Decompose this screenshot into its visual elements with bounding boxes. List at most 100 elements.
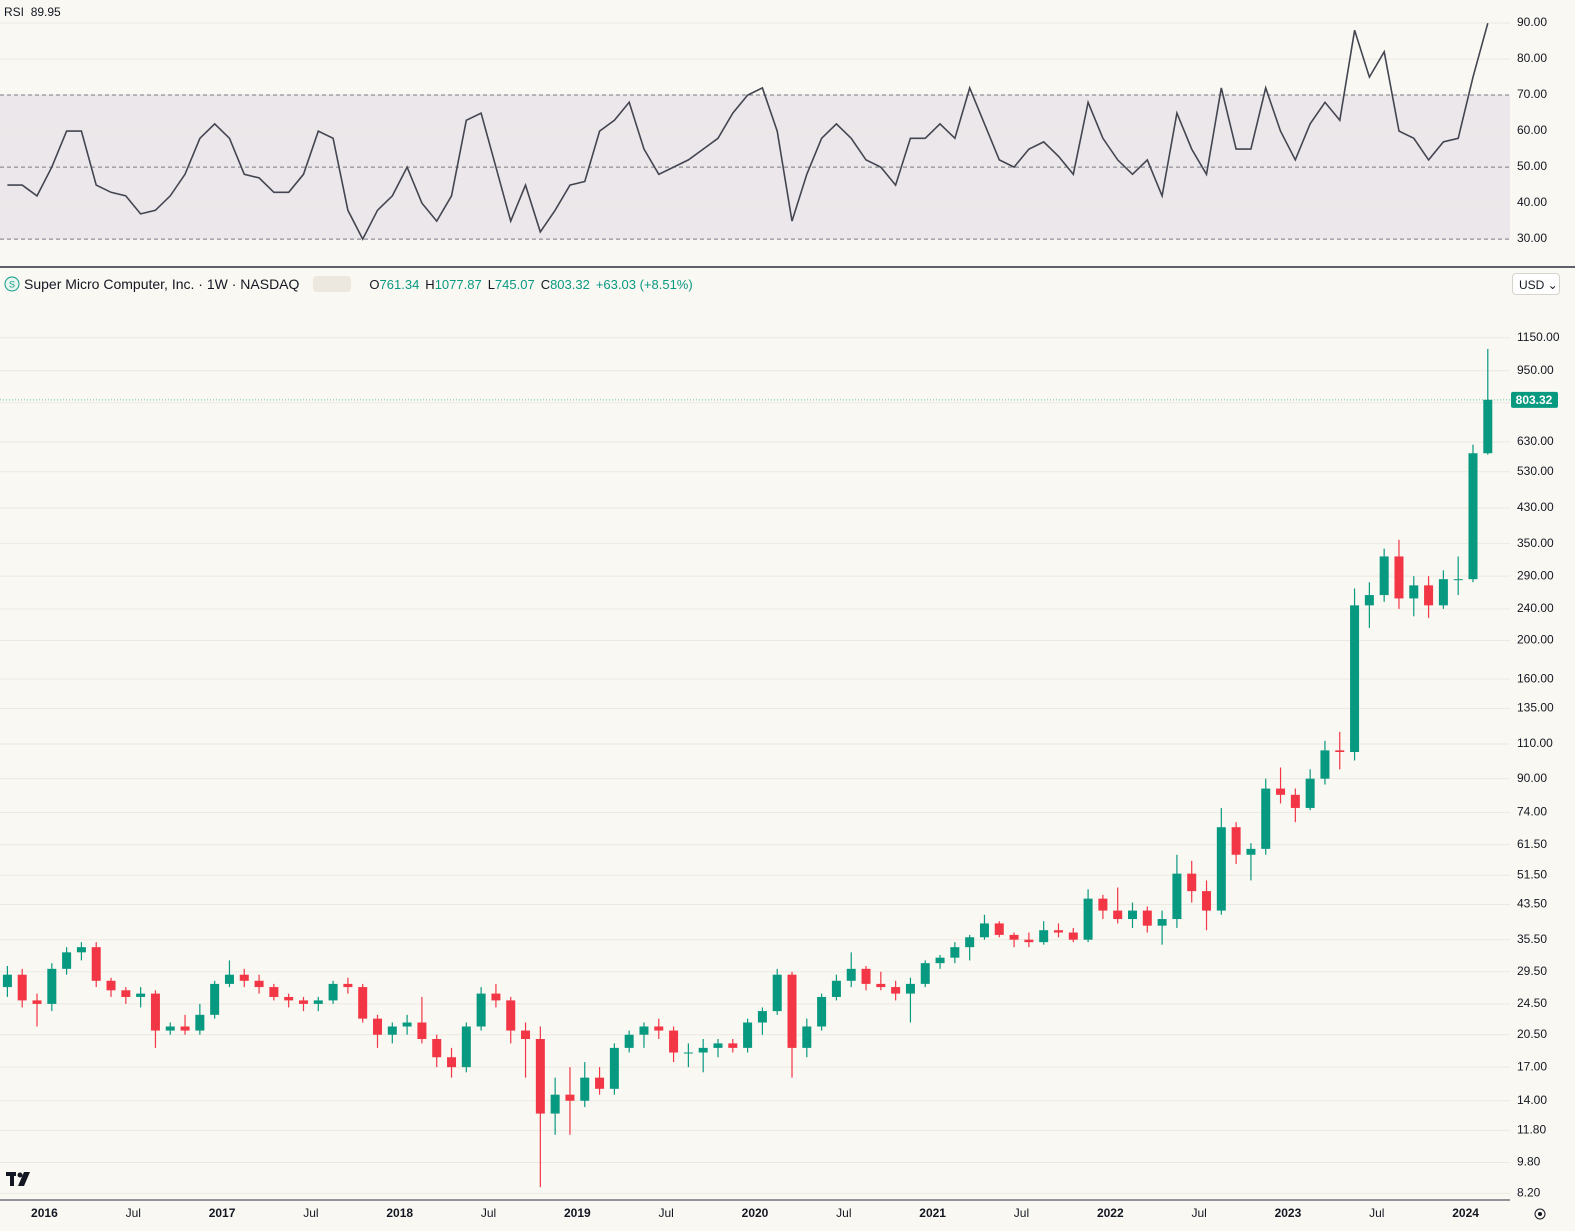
candle-body xyxy=(1409,585,1419,599)
y-tick-label: 35.50 xyxy=(1517,932,1547,946)
candle-body xyxy=(624,1034,634,1048)
candle-body xyxy=(1364,595,1374,606)
y-tick-label: 200.00 xyxy=(1517,633,1554,647)
candle-body xyxy=(491,993,501,1001)
candle-body xyxy=(2,974,12,988)
candle-body xyxy=(284,996,294,1001)
candle-body xyxy=(417,1022,427,1040)
y-tick-label: 90.00 xyxy=(1517,15,1547,29)
x-tick-label: 2023 xyxy=(1275,1206,1302,1220)
candle-body xyxy=(728,1043,738,1048)
settings-icon[interactable] xyxy=(1534,1208,1546,1220)
candle-body xyxy=(165,1026,175,1031)
close-value: 803.32 xyxy=(550,276,590,292)
candle-body xyxy=(1290,794,1300,808)
y-tick-label: 60.00 xyxy=(1517,123,1547,137)
y-tick-label: 29.50 xyxy=(1517,964,1547,978)
x-tick-label: Jul xyxy=(1369,1206,1384,1220)
x-tick-label: Jul xyxy=(1014,1206,1029,1220)
change: +63.03 (+8.51%) xyxy=(595,276,693,292)
y-tick-label: 30.00 xyxy=(1517,231,1547,245)
candle-body xyxy=(1453,579,1463,581)
candle-body xyxy=(1187,873,1197,892)
candle-body xyxy=(343,983,353,988)
candle-body xyxy=(521,1030,531,1040)
y-tick-label: 240.00 xyxy=(1517,601,1554,615)
rsi-title: RSI xyxy=(4,5,25,19)
candle-body xyxy=(298,1000,308,1004)
y-tick-label: 1150.00 xyxy=(1517,330,1560,344)
candle-body xyxy=(180,1026,190,1031)
x-tick-label: 2016 xyxy=(31,1206,58,1220)
x-tick-label: Jul xyxy=(481,1206,496,1220)
high-key: H xyxy=(425,276,435,292)
candle-body xyxy=(550,1094,560,1114)
candle-body xyxy=(846,968,856,981)
y-tick-label: 61.50 xyxy=(1517,837,1547,851)
x-tick-label: 2017 xyxy=(209,1206,236,1220)
candle-body xyxy=(772,974,782,1012)
candle-body xyxy=(787,974,797,1048)
candle-body xyxy=(654,1026,664,1031)
candle-body xyxy=(1128,910,1137,920)
symbol-legend: S Super Micro Computer, Inc. · 1W · NASD… xyxy=(4,274,693,294)
candle-body xyxy=(639,1026,649,1035)
candle-body xyxy=(461,1026,471,1068)
y-tick-label: 350.00 xyxy=(1517,536,1554,550)
y-tick-label: 90.00 xyxy=(1517,771,1547,785)
candle-body xyxy=(373,1018,382,1035)
y-tick-label: 50.00 xyxy=(1517,159,1547,173)
candle-body xyxy=(91,947,101,981)
x-tick-label: Jul xyxy=(836,1206,851,1220)
candle-body xyxy=(1202,891,1212,911)
y-tick-label: 40.00 xyxy=(1517,195,1547,209)
candle-body xyxy=(669,1030,679,1053)
y-tick-label: 74.00 xyxy=(1517,805,1547,819)
candle-body xyxy=(876,983,886,988)
legend-pill[interactable] xyxy=(313,276,352,292)
candle-body xyxy=(802,1026,812,1048)
candle-body xyxy=(1483,399,1493,454)
candle-body xyxy=(1394,556,1404,599)
candle-body xyxy=(1231,827,1241,855)
y-tick-label: 290.00 xyxy=(1517,568,1554,582)
candle-body xyxy=(1350,605,1360,752)
svg-text:S: S xyxy=(9,279,15,289)
currency-select[interactable]: USD ⌄ xyxy=(1512,273,1560,295)
candle-body xyxy=(1261,788,1271,849)
y-tick-label: 17.00 xyxy=(1517,1059,1547,1073)
rsi-last: 89.95 xyxy=(30,5,61,19)
candle-body xyxy=(743,1022,753,1048)
candle-body xyxy=(476,993,486,1027)
rsi-legend: RSI 89.95 xyxy=(4,5,61,19)
candle-body xyxy=(1172,873,1182,920)
candle-body xyxy=(432,1039,442,1058)
candle-body xyxy=(683,1052,693,1054)
candle-body xyxy=(1379,556,1389,596)
candle-body xyxy=(17,974,27,1001)
candle-body xyxy=(1039,930,1049,943)
x-tick-label: Jul xyxy=(659,1206,674,1220)
candle-body xyxy=(224,974,234,984)
candle-body xyxy=(254,980,264,988)
candle-body xyxy=(313,1000,323,1004)
low-value: 745.07 xyxy=(494,276,535,292)
candle-body xyxy=(831,980,841,997)
candle-body xyxy=(1024,939,1034,943)
candle-body xyxy=(47,968,57,1004)
candle-body xyxy=(447,1057,457,1068)
symbol-title[interactable]: Super Micro Computer, Inc. · 1W · NASDAQ xyxy=(24,276,300,292)
candle-body xyxy=(535,1039,545,1114)
candle-body xyxy=(965,937,975,948)
candle-body xyxy=(121,990,131,997)
candle-body xyxy=(1216,827,1226,911)
candle-body xyxy=(757,1011,767,1023)
y-tick-label: 9.80 xyxy=(1517,1155,1541,1169)
candle-body xyxy=(1424,585,1434,606)
tv-logo xyxy=(6,1172,30,1186)
y-tick-label: 110.00 xyxy=(1517,736,1553,750)
candle-body xyxy=(239,974,249,981)
rsi-line xyxy=(7,22,1489,241)
candle-body xyxy=(76,947,86,953)
